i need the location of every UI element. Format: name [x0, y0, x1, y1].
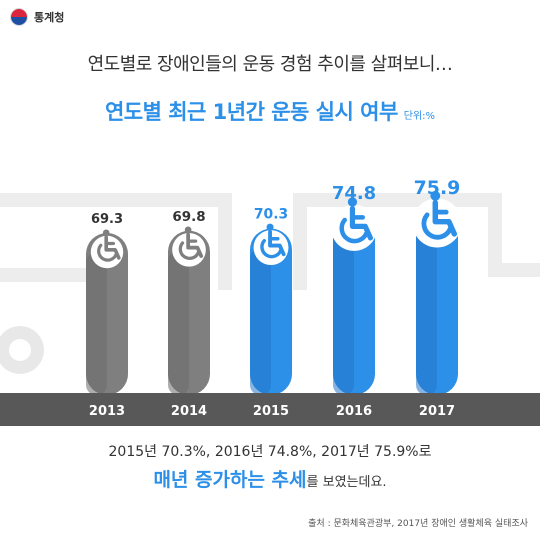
wheelchair-icon [260, 223, 286, 259]
bar-shade [168, 250, 189, 395]
bar-value-label: 69.8 [172, 210, 205, 225]
background-decoration [0, 193, 540, 290]
bar-value-label: 70.3 [254, 207, 288, 223]
wheelchair-icon [178, 226, 204, 260]
unit-label: 단위:% [403, 111, 436, 122]
org-logo: 통계청 [10, 8, 64, 26]
taegeuk-icon [10, 8, 28, 26]
bar-value-label: 69.3 [91, 212, 123, 227]
bar-shade [416, 223, 437, 395]
x-tick-label: 2017 [419, 404, 455, 419]
chart-title: 연도별 최근 1년간 운동 실시 여부 [104, 100, 398, 124]
background-wheelchair-shape [0, 326, 44, 374]
wheelchair-icon [421, 190, 458, 240]
bar-group: 70.3 [250, 207, 292, 395]
intro-text: 연도별로 장애인들의 운동 경험 추이를 살펴보니… [87, 54, 453, 75]
x-tick-label: 2016 [336, 404, 372, 419]
wheelchair-icon [97, 229, 121, 262]
axis-band [0, 393, 540, 426]
summary-line: 2015년 70.3%, 2016년 74.8%, 2017년 75.9%로 [108, 444, 432, 460]
x-tick-label: 2015 [253, 404, 289, 419]
bar-group: 75.9 [412, 177, 462, 395]
bar-value-label: 74.8 [332, 183, 376, 204]
wheelchair-icon [339, 197, 373, 244]
bar-chart: 69.3 69.8 70.3 74.8 75.9 2013 2014 2015 2016 201… [0, 177, 540, 426]
bar-cap [253, 230, 289, 266]
summary-highlight: 매년 증가하는 추세 [153, 469, 307, 491]
summary-block: 2015년 70.3%, 2016년 74.8%, 2017년 75.9%로 매… [0, 441, 540, 492]
bar-group: 74.8 [330, 183, 378, 395]
bar-shade [250, 248, 271, 395]
bar-group: 69.3 [86, 212, 128, 395]
bar-cap [90, 235, 124, 269]
bar-value-label: 75.9 [414, 177, 461, 199]
x-tick-label: 2014 [171, 404, 207, 419]
summary-line-highlight: 매년 증가하는 추세를 보였는데요. [0, 465, 540, 492]
x-tick-label: 2013 [89, 404, 125, 419]
org-name: 통계청 [34, 11, 65, 24]
bar-shade [333, 228, 354, 395]
source-note: 출처 : 문화체육관광부, 2017년 장애인 생활체육 실태조사 [308, 519, 528, 529]
bar-shade [86, 253, 107, 395]
chart-title-row: 연도별 최근 1년간 운동 실시 여부 단위:% [0, 96, 540, 126]
summary-suffix: 를 보였는데요. [306, 475, 387, 490]
bar-group: 69.8 [168, 210, 210, 395]
bar-cap [172, 232, 206, 267]
